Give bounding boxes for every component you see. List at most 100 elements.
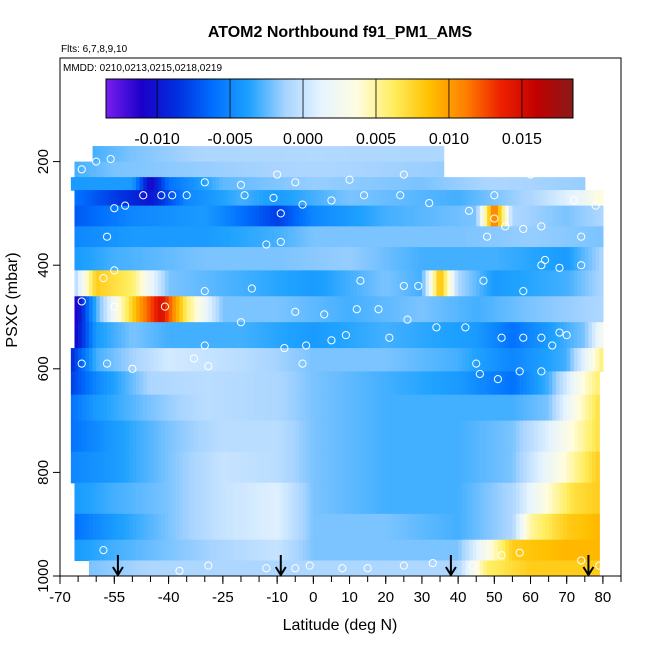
heatmap-cell [99, 177, 105, 191]
y-tick-label: 200 [35, 149, 52, 174]
heatmap-cell [331, 226, 336, 248]
heatmap-cell [269, 482, 275, 515]
heatmap-cell [201, 482, 206, 515]
heatmap-cell [461, 270, 466, 297]
sample-point [128, 364, 137, 373]
heatmap-cell [306, 513, 311, 541]
heatmap-cell [320, 371, 325, 396]
heatmap-cell [291, 394, 296, 422]
heatmap-cell [172, 394, 177, 422]
heatmap-cell [400, 394, 405, 422]
heatmap-cell [494, 348, 499, 372]
heatmap-cell [345, 348, 351, 372]
heatmap-cell [559, 513, 564, 541]
heatmap-cell [186, 226, 191, 248]
heatmap-cell [505, 247, 510, 271]
heatmap-cell [526, 226, 532, 248]
heatmap-cell [374, 451, 380, 484]
heatmap-cell [175, 322, 181, 349]
heatmap-cell [183, 270, 188, 297]
heatmap-cell [327, 270, 333, 297]
heatmap-cell [291, 420, 296, 453]
heatmap-cell [136, 190, 141, 207]
heatmap-cell [74, 322, 79, 349]
heatmap-cell [338, 348, 343, 372]
heatmap-cell [215, 394, 220, 422]
heatmap-cell [494, 482, 499, 515]
heatmap-cell [316, 146, 322, 163]
heatmap-cell [230, 190, 235, 207]
heatmap-cell [595, 296, 600, 323]
heatmap-cell [345, 451, 351, 484]
heatmap-cell [306, 177, 311, 191]
heatmap-cell [563, 539, 568, 562]
heatmap-cell [88, 190, 94, 207]
heatmap-cell [201, 146, 206, 163]
heatmap-cell [204, 482, 209, 515]
heatmap-cell [566, 247, 571, 271]
heatmap-cell [172, 205, 177, 227]
heatmap-cell [193, 371, 199, 396]
heatmap-cell [143, 451, 148, 484]
heatmap-cell [364, 394, 369, 422]
heatmap-cell [382, 322, 387, 349]
heatmap-cell [132, 226, 137, 248]
heatmap-cell [320, 513, 325, 541]
heatmap-cell [240, 146, 246, 163]
heatmap-cell [411, 420, 416, 453]
heatmap-cell [320, 161, 325, 178]
heatmap-cell [288, 190, 293, 207]
heatmap-cell [114, 146, 119, 163]
heatmap-cell [421, 539, 427, 562]
heatmap-cell [132, 146, 137, 163]
x-axis: -70 -55 -40 -25 -10 0 10 20 30 40 50 60 70 80 [49, 576, 622, 606]
heatmap-cell [212, 146, 217, 163]
arrow-marker-head [274, 566, 287, 577]
heatmap-cell [146, 296, 152, 323]
heatmap-cell [222, 146, 228, 163]
heatmap-cell [262, 190, 267, 207]
heatmap-cell [588, 560, 593, 576]
heatmap-cell [204, 348, 209, 372]
heatmap-cell [114, 226, 119, 248]
heatmap-cell [338, 513, 343, 541]
heatmap-cell [280, 394, 285, 422]
heatmap-cell [259, 190, 264, 207]
heatmap-cell [96, 539, 101, 562]
heatmap-cell [114, 270, 119, 297]
heatmap-cell [454, 560, 459, 576]
heatmap-cell [461, 513, 466, 541]
heatmap-cell [592, 348, 597, 372]
heatmap-cell [99, 146, 105, 163]
heatmap-cell [592, 296, 597, 323]
heatmap-cell [117, 226, 123, 248]
heatmap-cell [125, 348, 130, 372]
heatmap-cell [512, 482, 517, 515]
heatmap-cell [92, 482, 97, 515]
heatmap-cell [262, 420, 267, 453]
heatmap-cell [476, 296, 481, 323]
heatmap-cell [154, 247, 159, 271]
heatmap-cell [183, 348, 188, 372]
heatmap-cell [136, 371, 141, 396]
heatmap-cell [327, 205, 333, 227]
sample-point [200, 287, 209, 296]
heatmap-cell [259, 247, 264, 271]
heatmap-cell [559, 420, 564, 453]
heatmap-cell [490, 560, 495, 576]
heatmap-cell [516, 322, 521, 349]
heatmap-cell [516, 190, 521, 207]
heatmap-cell [374, 190, 380, 207]
sample-point [475, 369, 484, 379]
heatmap-cell [447, 482, 452, 515]
heatmap-cell [327, 322, 333, 349]
heatmap-cell [136, 482, 141, 515]
heatmap-cell [230, 322, 235, 349]
heatmap-cell [534, 420, 539, 453]
heatmap-cell [316, 190, 322, 207]
heatmap-cell [573, 513, 579, 541]
heatmap-cell [584, 560, 590, 576]
heatmap-cell [164, 394, 170, 422]
heatmap-cell [414, 226, 419, 248]
heatmap-cell [219, 560, 224, 576]
